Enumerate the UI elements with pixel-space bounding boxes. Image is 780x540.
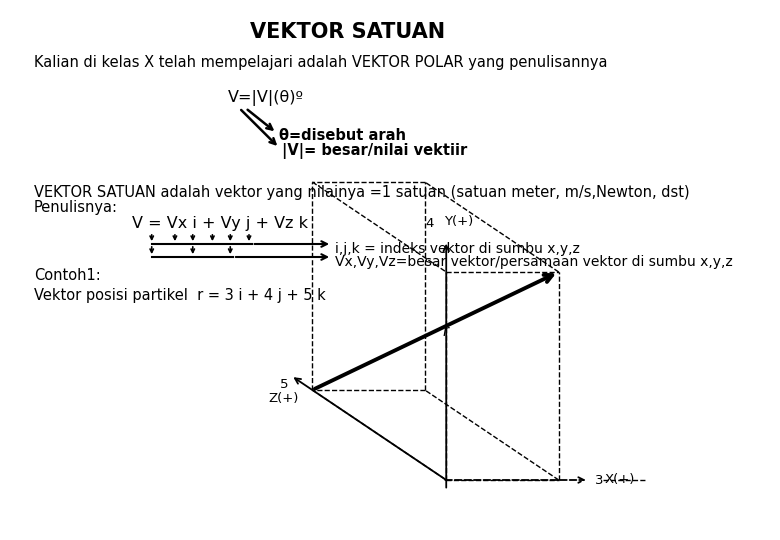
Text: r: r — [443, 323, 448, 339]
Text: |V|= besar/nilai vektiir: |V|= besar/nilai vektiir — [282, 143, 467, 159]
Text: X(+): X(+) — [605, 474, 635, 487]
Text: Vx,Vy,Vz=besar vektor/persamaan vektor di sumbu x,y,z: Vx,Vy,Vz=besar vektor/persamaan vektor d… — [335, 255, 732, 269]
Text: 3: 3 — [595, 474, 604, 487]
Text: VEKTOR SATUAN adalah vektor yang nilainya =1 satuan (satuan meter, m/s,Newton, d: VEKTOR SATUAN adalah vektor yang nilainy… — [34, 185, 690, 200]
Text: V=|V|(θ)º: V=|V|(θ)º — [228, 90, 303, 106]
Text: Kalian di kelas X telah mempelajari adalah VEKTOR POLAR yang penulisannya: Kalian di kelas X telah mempelajari adal… — [34, 55, 608, 70]
Text: V = Vx i + Vy j + Vz k: V = Vx i + Vy j + Vz k — [132, 216, 308, 231]
Text: i,j,k = indeks vektor di sumbu x,y,z: i,j,k = indeks vektor di sumbu x,y,z — [335, 242, 580, 256]
Text: 5: 5 — [280, 378, 289, 391]
Text: Penulisnya:: Penulisnya: — [34, 200, 118, 215]
Text: Y(+): Y(+) — [445, 214, 473, 227]
Text: Z(+): Z(+) — [268, 392, 299, 405]
Text: θ=disebut arah: θ=disebut arah — [279, 128, 406, 143]
Text: VEKTOR SATUAN: VEKTOR SATUAN — [250, 22, 445, 42]
Text: Contoh1:: Contoh1: — [34, 268, 101, 283]
Text: 4: 4 — [425, 217, 434, 230]
Text: Vektor posisi partikel  r = 3 i + 4 j + 5 k: Vektor posisi partikel r = 3 i + 4 j + 5… — [34, 288, 326, 303]
